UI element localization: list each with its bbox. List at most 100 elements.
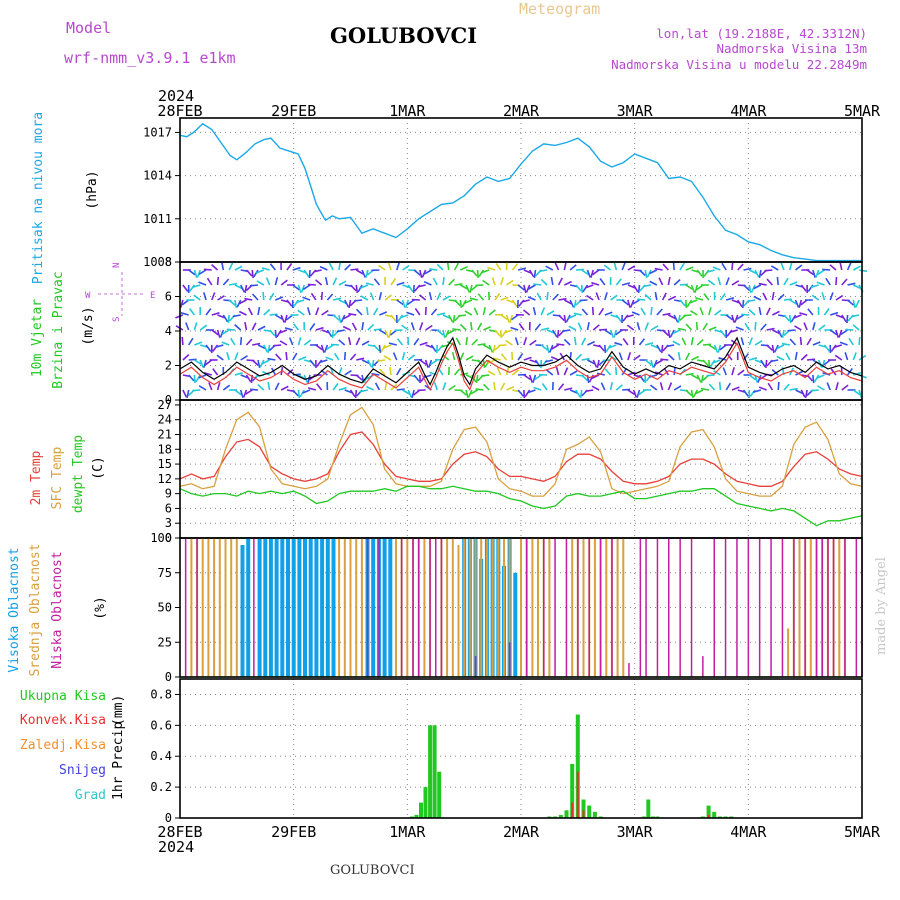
wind-arrow — [257, 325, 266, 331]
wind-arrow — [338, 261, 341, 271]
wind-arrow — [793, 314, 802, 319]
wind-arrow — [540, 278, 548, 286]
wind-arrow — [216, 329, 221, 338]
wind-arrow — [627, 371, 636, 376]
wind-arrow — [344, 299, 350, 308]
wind-arrow — [807, 358, 816, 361]
dewpt-ylabel: dewpt Temp — [71, 435, 86, 513]
wind-arrow — [689, 299, 698, 304]
wind-arrow — [614, 341, 623, 346]
wind-arrow — [731, 261, 734, 271]
wind-arrow — [527, 296, 536, 301]
wind-arrow — [573, 299, 577, 308]
wind-arrow — [683, 314, 692, 317]
wind-arrow — [396, 338, 404, 346]
wind-arrow — [627, 299, 631, 308]
temp-ytick-label: 12 — [158, 472, 172, 486]
mid_cloud-bar — [474, 538, 477, 677]
wind-arrow — [681, 337, 687, 346]
pressure-ytick-label: 1011 — [143, 212, 172, 226]
wind-arrow — [510, 326, 519, 331]
wind-arrow — [187, 337, 194, 346]
wind-arrow — [238, 299, 247, 305]
wind-arrow — [638, 389, 646, 396]
high_cloud-bar — [274, 538, 279, 677]
wind-ylabel2: Brzina i Pravac — [51, 271, 66, 388]
wind-arrow — [608, 344, 617, 349]
wind-arrow — [465, 336, 468, 346]
precip_total-bar — [423, 787, 428, 818]
wind-arrow — [344, 389, 353, 394]
cloud-ytick-label: 0 — [165, 670, 172, 684]
wind-arrow — [328, 262, 334, 271]
wind-arrow — [811, 294, 820, 301]
wind-arrow — [319, 359, 328, 364]
wind-arrow — [348, 299, 352, 309]
wind-arrow — [806, 269, 815, 276]
wind-arrow — [504, 329, 513, 334]
wind-arrow — [577, 322, 583, 331]
wind-arrow — [564, 387, 573, 391]
wind-arrow — [234, 299, 238, 309]
wind-arrow — [685, 323, 693, 331]
wind-arrow — [488, 309, 496, 316]
wind-arrow — [430, 344, 437, 353]
wind-arrow — [464, 310, 473, 316]
wind-arrow — [672, 340, 681, 346]
wind-arrow — [451, 352, 456, 361]
wind-arrow — [268, 329, 276, 337]
wind-arrow — [309, 359, 316, 367]
wind-arrow — [598, 328, 608, 331]
wind-ytick-label: 6 — [165, 290, 172, 304]
wind-arrow — [540, 307, 546, 316]
wind-arrow — [622, 314, 629, 322]
wind-arrow — [487, 266, 496, 271]
wind-arrow — [615, 384, 623, 391]
wind-arrow — [696, 269, 703, 277]
wind-arrow — [333, 352, 340, 361]
wind-arrow — [777, 381, 780, 391]
wind-arrow — [221, 341, 230, 346]
top-date-label: 29FEB — [271, 102, 316, 120]
wind-arrow — [586, 294, 594, 301]
wind-arrow — [667, 353, 675, 361]
wind-arrow — [552, 329, 558, 338]
wind-arrow — [320, 344, 325, 353]
wind-arrow — [729, 329, 738, 333]
wind-arrow — [829, 264, 837, 271]
wind-arrow — [194, 359, 202, 365]
wind-arrow — [590, 269, 595, 278]
wind-arrow — [280, 279, 288, 286]
bottom-date-label: 29FEB — [271, 823, 316, 841]
wind-arrow — [659, 382, 664, 391]
wind-arrow — [179, 299, 184, 308]
wind-arrow — [263, 344, 269, 353]
wind-arrow — [679, 262, 685, 271]
wind-arrow — [528, 269, 535, 278]
wind-arrow — [673, 279, 681, 286]
precip-frozen-label: Zaledj.Kisa — [20, 738, 106, 753]
wind-arrow — [835, 382, 839, 391]
low_cloud-bar — [804, 538, 806, 677]
wind-arrow — [274, 382, 280, 391]
wind-arrow — [660, 358, 669, 361]
wind-arrow — [198, 385, 207, 391]
wind-arrow — [351, 322, 357, 331]
wind-arrow — [332, 383, 339, 391]
wind-arrow — [800, 389, 806, 398]
wind-arrow — [806, 374, 814, 382]
low_cloud-bar — [440, 538, 443, 677]
wind-arrow — [706, 269, 715, 273]
wind-arrow — [663, 367, 670, 376]
wind-arrow — [180, 312, 189, 316]
wind-arrow — [765, 307, 771, 316]
wind-arrow — [803, 322, 808, 331]
wind-arrow — [731, 386, 740, 391]
wind-arrow — [737, 263, 744, 271]
wind-arrow — [465, 355, 474, 361]
wind-arrow — [677, 314, 681, 324]
low-cloud-ylabel: Niska Oblacnost — [50, 551, 65, 668]
wind-arrow — [523, 269, 532, 274]
precip-ytick-label: 0.2 — [150, 780, 172, 794]
wind-arrow — [326, 329, 333, 338]
